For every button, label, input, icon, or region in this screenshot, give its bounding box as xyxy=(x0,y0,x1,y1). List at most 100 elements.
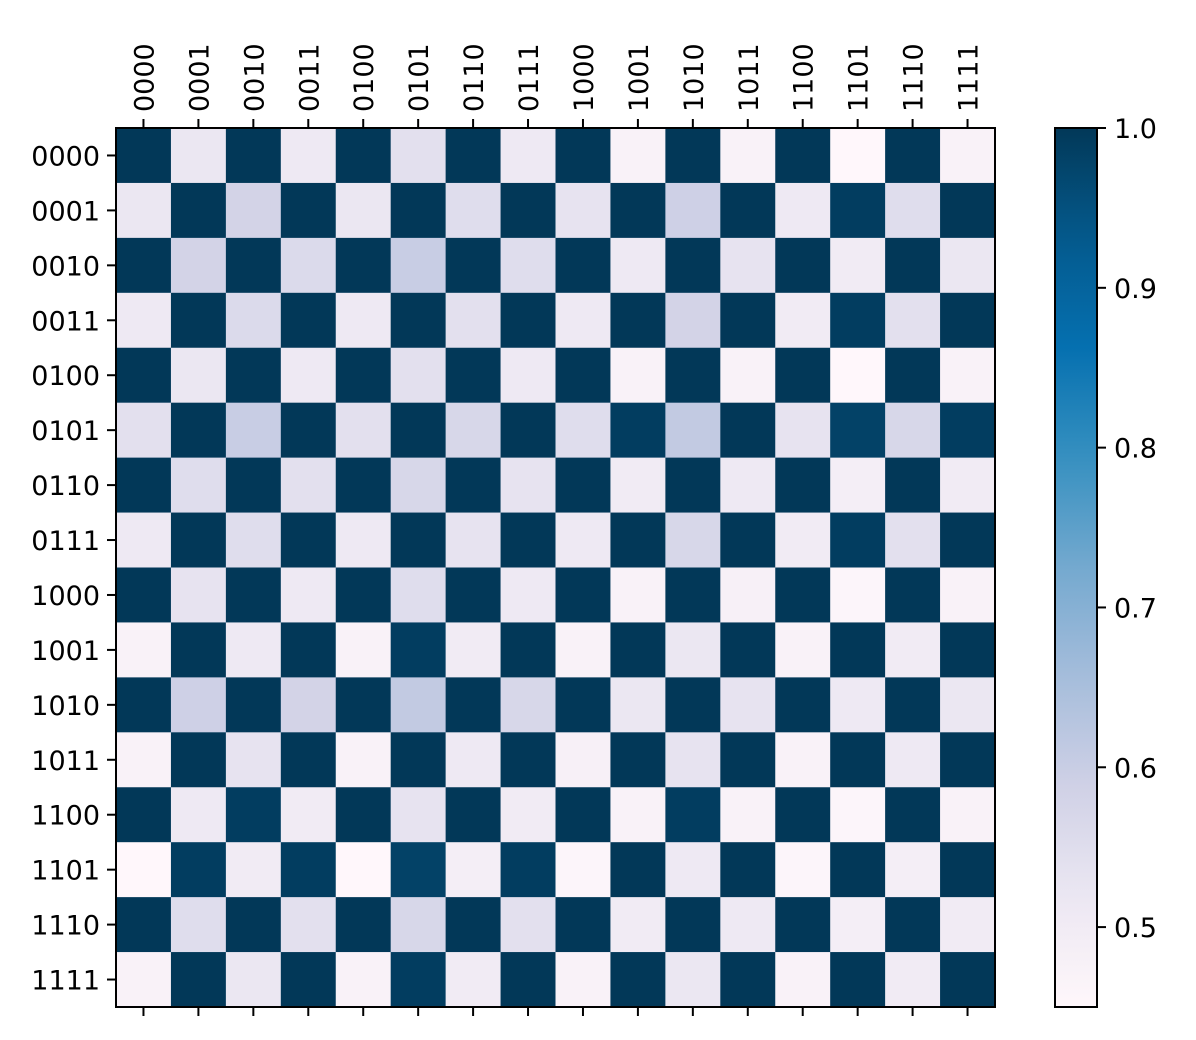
y-tick-label-0000: 0000 xyxy=(31,141,100,172)
y-tick-label-0011: 0011 xyxy=(31,306,100,337)
heatmap-cell-1010-1011 xyxy=(720,677,776,733)
heatmap-cell-0111-0111 xyxy=(500,512,557,569)
heatmap-cell-1100-0010 xyxy=(225,787,282,843)
colorbar-tick-label-0.7: 0.7 xyxy=(1114,593,1157,624)
heatmap-cell-0111-1101 xyxy=(830,512,886,569)
heatmap-cell-0101-0010 xyxy=(225,402,282,459)
heatmap-cell-1100-0000 xyxy=(116,787,172,843)
heatmap-cell-0100-0101 xyxy=(390,347,447,404)
y-tick-label-1100: 1100 xyxy=(31,801,100,832)
heatmap-cell-0010-1010 xyxy=(665,237,721,294)
heatmap-cell-0101-0111 xyxy=(500,402,557,459)
y-tick-label-1011: 1011 xyxy=(31,746,100,777)
heatmap-cell-1110-1101 xyxy=(830,897,886,953)
heatmap-cell-1011-0111 xyxy=(500,732,557,788)
y-tick-label-0010: 0010 xyxy=(31,251,100,282)
heatmap-cell-1000-1101 xyxy=(830,567,886,624)
heatmap-cell-1000-1000 xyxy=(555,567,612,624)
heatmap-cell-0001-1011 xyxy=(720,182,776,239)
heatmap-cell-1110-0000 xyxy=(116,897,172,953)
heatmap-cell-1111-1100 xyxy=(775,952,831,1008)
heatmap-cell-1001-0010 xyxy=(225,622,282,678)
heatmap-cell-1100-1100 xyxy=(775,787,831,843)
heatmap-cell-0100-0111 xyxy=(500,347,557,404)
heatmap-cell-1100-0111 xyxy=(500,787,557,843)
heatmap-cell-0011-1111 xyxy=(940,292,996,349)
heatmap-cell-1001-1101 xyxy=(830,622,886,678)
x-tick-label-1000: 1000 xyxy=(569,43,600,112)
heatmap-cell-0000-0011 xyxy=(280,128,337,184)
heatmap-cell-0110-0001 xyxy=(170,457,227,514)
heatmap-cell-0111-1111 xyxy=(940,512,996,569)
heatmap-cell-1001-1110 xyxy=(885,622,941,678)
x-tick-label-1101: 1101 xyxy=(844,43,875,112)
heatmap-cell-1000-1011 xyxy=(720,567,776,624)
heatmap-cell-0001-0010 xyxy=(225,182,282,239)
x-axis-ticks: 0000 0001 0010 0011 0100 0101 0110 0111 1000 1001… xyxy=(129,43,985,128)
heatmap-cell-0011-1000 xyxy=(555,292,612,349)
heatmap-cell-1000-0011 xyxy=(280,567,337,624)
heatmap-cell-1110-1000 xyxy=(555,897,612,953)
heatmap-cell-1110-0001 xyxy=(170,897,227,953)
heatmap-cell-1010-0111 xyxy=(500,677,557,733)
heatmap-cell-0101-1110 xyxy=(885,402,941,459)
heatmap-cell-1010-1001 xyxy=(610,677,666,733)
heatmap-cell-0000-1111 xyxy=(940,128,996,184)
heatmap-cell-0011-0101 xyxy=(390,292,447,349)
heatmap-cell-1000-1001 xyxy=(610,567,666,624)
heatmap-cell-0001-1001 xyxy=(610,182,666,239)
heatmap-cell-0010-1110 xyxy=(885,237,941,294)
heatmap-cell-0000-1110 xyxy=(885,128,941,184)
heatmap-cell-0010-1011 xyxy=(720,237,776,294)
heatmap-cell-0111-0101 xyxy=(390,512,447,569)
colorbar-tick-label-0.5: 0.5 xyxy=(1114,913,1157,944)
heatmap-cell-1010-1010 xyxy=(665,677,721,733)
heatmap-cell-1100-1000 xyxy=(555,787,612,843)
heatmap-cell-0100-1100 xyxy=(775,347,831,404)
heatmap-cell-1100-1110 xyxy=(885,787,941,843)
heatmap-cell-0000-0001 xyxy=(170,128,227,184)
heatmap-cell-1110-1110 xyxy=(885,897,941,953)
heatmap-cell-1110-1001 xyxy=(610,897,666,953)
heatmap-cell-1000-1111 xyxy=(940,567,996,624)
heatmap-cells xyxy=(116,128,996,1008)
heatmap-cell-0000-0110 xyxy=(445,128,502,184)
heatmap-cell-0100-1111 xyxy=(940,347,996,404)
heatmap-cell-0100-1101 xyxy=(830,347,886,404)
heatmap-cell-0111-1010 xyxy=(665,512,721,569)
heatmap-cell-0101-0011 xyxy=(280,402,337,459)
heatmap-cell-0111-1011 xyxy=(720,512,776,569)
heatmap-cell-0100-0110 xyxy=(445,347,502,404)
heatmap-cell-0110-1110 xyxy=(885,457,941,514)
heatmap-cell-1101-0011 xyxy=(280,842,337,898)
x-tick-label-1011: 1011 xyxy=(734,43,765,112)
heatmap-cell-1101-1110 xyxy=(885,842,941,898)
heatmap-cell-0110-0011 xyxy=(280,457,337,514)
heatmap-cell-0001-0100 xyxy=(335,182,392,239)
heatmap-cell-1100-1011 xyxy=(720,787,776,843)
heatmap-cell-0100-0001 xyxy=(170,347,227,404)
heatmap-cell-0101-0110 xyxy=(445,402,502,459)
heatmap-cell-0001-1110 xyxy=(885,182,941,239)
heatmap-cell-0010-0100 xyxy=(335,237,392,294)
heatmap-cell-0101-1111 xyxy=(940,402,996,459)
heatmap-cell-0000-1010 xyxy=(665,128,721,184)
heatmap-cell-0011-0001 xyxy=(170,292,227,349)
heatmap-cell-1111-0011 xyxy=(280,952,337,1008)
heatmap-cell-1011-0000 xyxy=(116,732,172,788)
heatmap-cell-1111-1000 xyxy=(555,952,612,1008)
heatmap-cell-0011-0000 xyxy=(116,292,172,349)
colorbar xyxy=(1054,127,1098,1008)
heatmap-cell-1011-1010 xyxy=(665,732,721,788)
heatmap-cell-1100-1101 xyxy=(830,787,886,843)
heatmap-cell-1010-1000 xyxy=(555,677,612,733)
heatmap-cell-0000-0100 xyxy=(335,128,392,184)
heatmap-cell-0000-1001 xyxy=(610,128,666,184)
heatmap-cell-0011-1110 xyxy=(885,292,941,349)
heatmap-cell-1001-1001 xyxy=(610,622,666,678)
heatmap-cell-0011-0110 xyxy=(445,292,502,349)
heatmap-cell-0111-0010 xyxy=(225,512,282,569)
heatmap-cell-0110-0110 xyxy=(445,457,502,514)
x-tick-label-1001: 1001 xyxy=(624,43,655,112)
